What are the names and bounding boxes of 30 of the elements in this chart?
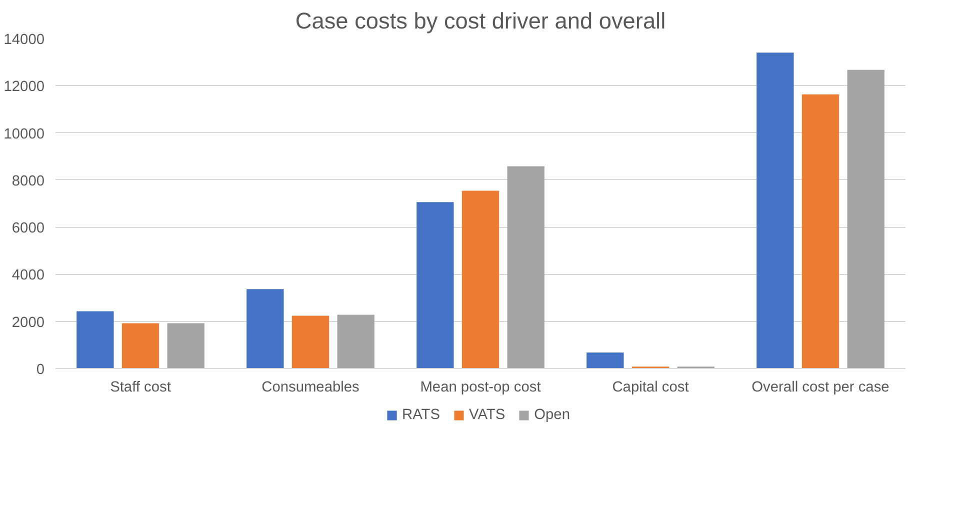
- chart-title: Case costs by cost driver and overall: [295, 8, 666, 34]
- x-tick-label: Overall cost per case: [752, 380, 890, 396]
- y-tick-label: 4000: [12, 268, 45, 284]
- y-tick-label: 8000: [12, 173, 45, 190]
- legend-label: RATS: [402, 407, 440, 423]
- bar: [246, 289, 284, 368]
- x-tick-label: Mean post-op cost: [420, 380, 541, 396]
- bar: [586, 352, 624, 368]
- bar: [462, 190, 500, 368]
- bar: [167, 323, 204, 368]
- bar: [292, 316, 330, 368]
- x-tick-label: Staff cost: [110, 380, 171, 396]
- y-tick-label: 2000: [12, 314, 45, 331]
- y-tick-label: 6000: [12, 220, 45, 237]
- legend-label: VATS: [469, 407, 506, 423]
- bar: [847, 70, 884, 368]
- x-tick-label: Capital cost: [612, 380, 689, 396]
- legend-label: Open: [534, 407, 570, 423]
- bar: [802, 94, 840, 368]
- bar: [416, 202, 454, 368]
- x-tick-label: Consumeables: [262, 380, 360, 396]
- bar: [337, 314, 374, 368]
- bar: [76, 311, 114, 368]
- bar: [122, 323, 160, 368]
- y-tick-label: 14000: [4, 32, 45, 48]
- y-tick-label: 12000: [4, 79, 45, 96]
- bar: [756, 52, 794, 368]
- bar: [507, 166, 544, 368]
- y-tick-label: 10000: [4, 126, 45, 142]
- y-tick-label: 0: [36, 362, 45, 378]
